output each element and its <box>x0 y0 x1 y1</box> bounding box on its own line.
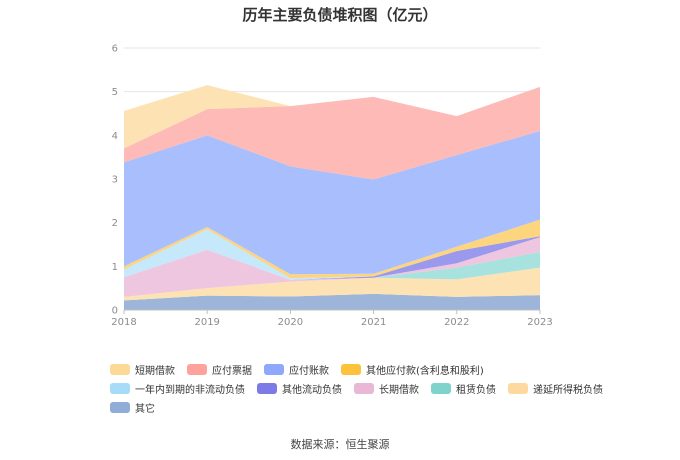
legend-swatch <box>508 383 528 394</box>
x-tick-label: 2022 <box>444 317 469 328</box>
chart-title: 历年主要负债堆积图（亿元） <box>242 6 438 24</box>
y-tick-label: 5 <box>112 87 118 98</box>
x-tick-label: 2020 <box>278 317 303 328</box>
legend-swatch <box>264 364 284 375</box>
area-layers <box>124 85 540 310</box>
legend-label: 递延所得税负债 <box>533 385 603 396</box>
y-tick-label: 3 <box>112 175 118 186</box>
y-tick-label: 1 <box>112 262 118 273</box>
y-tick-label: 4 <box>112 131 118 142</box>
axes: 0 1 2 3 4 5 6 2018 2019 2020 2021 2022 2023 <box>111 44 552 329</box>
legend-label: 长期借款 <box>379 385 419 396</box>
legend-item[interactable]: 短期借款 <box>110 362 175 377</box>
legend-swatch <box>110 364 130 375</box>
legend-label: 应付票据 <box>212 366 252 377</box>
area-series-2 <box>124 251 540 297</box>
legend-label: 租赁负债 <box>456 385 496 396</box>
legend-item[interactable]: 长期借款 <box>354 381 419 396</box>
legend-swatch <box>110 402 130 413</box>
y-tick-label: 0 <box>112 306 118 317</box>
area-series-8 <box>124 86 540 180</box>
legend: 短期借款 应付票据 应付账款 其他应付款(含利息和股利) 一年内到期的非流动负债 其他流动… <box>110 360 650 417</box>
legend-swatch <box>354 383 374 394</box>
area-series-4 <box>124 236 540 280</box>
legend-row: 短期借款 应付票据 应付账款 其他应付款(含利息和股利) <box>110 360 650 379</box>
area-series-1 <box>124 267 540 301</box>
area-series-6 <box>124 219 540 279</box>
area-series-9 <box>124 85 540 149</box>
legend-item[interactable]: 递延所得税负债 <box>508 381 603 396</box>
legend-item[interactable]: 其他流动负债 <box>257 381 342 396</box>
legend-label: 其它 <box>135 404 155 415</box>
legend-swatch <box>187 364 207 375</box>
legend-swatch <box>257 383 277 394</box>
x-tick-label: 2023 <box>527 317 552 328</box>
x-tick-label: 2019 <box>194 317 219 328</box>
legend-swatch <box>110 383 130 394</box>
legend-item[interactable]: 应付票据 <box>187 362 252 377</box>
legend-label: 应付账款 <box>289 366 329 377</box>
x-tick-label: 2018 <box>111 317 136 328</box>
y-tick-label: 2 <box>112 218 118 229</box>
legend-row: 一年内到期的非流动负债 其他流动负债 长期借款 租赁负债 递延所得税负债 <box>110 379 650 398</box>
area-series-0 <box>124 293 540 310</box>
legend-item[interactable]: 一年内到期的非流动负债 <box>110 381 245 396</box>
x-tick-label: 2021 <box>361 317 386 328</box>
y-tick-label: 6 <box>112 44 118 55</box>
legend-label: 一年内到期的非流动负债 <box>135 385 245 396</box>
legend-label: 短期借款 <box>135 366 175 377</box>
legend-label: 其他应付款(含利息和股利) <box>366 366 484 377</box>
area-series-5 <box>124 229 540 280</box>
legend-swatch <box>431 383 451 394</box>
legend-swatch <box>341 364 361 375</box>
legend-label: 其他流动负债 <box>282 385 342 396</box>
legend-item[interactable]: 应付账款 <box>264 362 329 377</box>
area-series-7 <box>124 130 540 275</box>
legend-item[interactable]: 其他应付款(含利息和股利) <box>341 362 484 377</box>
area-series-3 <box>124 237 540 297</box>
legend-item[interactable]: 其它 <box>110 400 155 415</box>
legend-row: 其它 <box>110 398 650 417</box>
source-note: 数据来源：恒生聚源 <box>290 438 390 451</box>
legend-item[interactable]: 租赁负债 <box>431 381 496 396</box>
